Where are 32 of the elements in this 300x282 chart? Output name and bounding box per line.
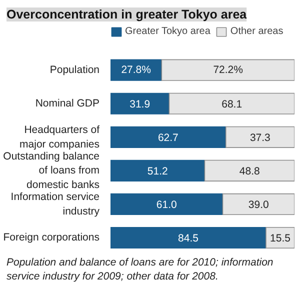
data-label: 84.5 bbox=[178, 232, 199, 245]
bar bbox=[110, 92, 170, 114]
bar bbox=[110, 226, 266, 249]
text: Population and balance of loans are for 2010; information service industry for 2009; other data for 2008. bbox=[6, 256, 274, 282]
data-label: 39.0 bbox=[248, 199, 269, 212]
y-tick-label: Foreign corporations bbox=[3, 232, 100, 244]
data-label: 31.9 bbox=[130, 98, 150, 111]
data-label: 72.2% bbox=[213, 64, 243, 76]
bar bbox=[225, 126, 294, 148]
data-label: 61.0 bbox=[156, 199, 177, 212]
legend-label: Greater Tokyo area bbox=[125, 26, 210, 37]
chart-title: Overconcentration in greater Tokyo area bbox=[6, 8, 248, 22]
data-label: 15.5 bbox=[270, 232, 291, 245]
data-label: 51.2 bbox=[147, 166, 168, 178]
bar bbox=[110, 193, 224, 215]
bar bbox=[222, 193, 294, 215]
y-tick-label: Nominal GDP bbox=[35, 98, 100, 110]
data-label: 62.7 bbox=[158, 132, 179, 144]
y-tick-label: Population bbox=[50, 64, 100, 76]
data-label: 48.8 bbox=[239, 166, 260, 178]
data-label: 37.3 bbox=[250, 132, 271, 144]
bar bbox=[110, 126, 226, 148]
legend-label: Other areas bbox=[230, 26, 284, 37]
bar bbox=[161, 59, 294, 81]
y-tick-label: Headquarters of major companies bbox=[20, 124, 100, 150]
data-label: 27.8% bbox=[121, 64, 151, 76]
bar bbox=[204, 160, 294, 182]
y-tick-label: Outstanding balance of loans from domestic banks bbox=[3, 150, 100, 192]
bar bbox=[110, 160, 206, 182]
bar bbox=[168, 92, 294, 114]
y-tick-label: Information service industry bbox=[10, 191, 100, 218]
data-label: 68.1 bbox=[222, 98, 242, 111]
